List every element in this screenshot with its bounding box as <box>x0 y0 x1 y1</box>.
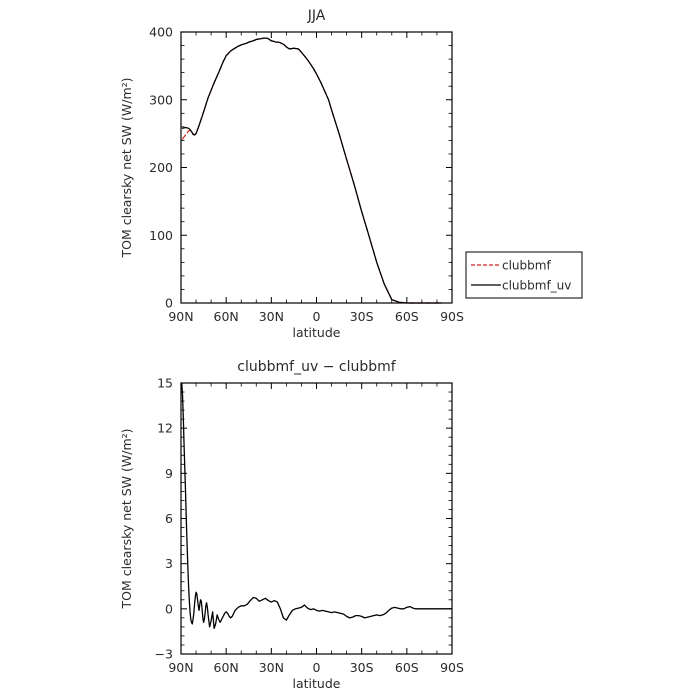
y-tick-label: 15 <box>157 376 173 391</box>
y-tick-label: 300 <box>149 92 173 107</box>
x-tick-label: 60N <box>214 660 239 675</box>
top-panel-jja: 90N 60N 30N 0 30S 60S 90S 0 100 200 300 400 JJA latit… <box>119 8 464 340</box>
x-tick-label: 60S <box>395 309 419 324</box>
y-axis-label: TOM clearsky net SW (W/m²) <box>119 77 134 258</box>
legend-label: clubbmf_uv <box>502 279 571 293</box>
x-tick-label: 90N <box>168 309 193 324</box>
x-tick-label: 60N <box>214 309 239 324</box>
y-tick-label: 0 <box>165 601 173 616</box>
x-tick-label: 90S <box>440 309 464 324</box>
y-tick-label: 9 <box>165 466 173 481</box>
x-tick-label: 0 <box>313 660 321 675</box>
legend-box <box>465 251 583 299</box>
x-tick-label: 60S <box>395 660 419 675</box>
legend-label: clubbmf <box>502 259 551 273</box>
series-line-clubbmf <box>181 37 443 304</box>
bottom-panel-difference: 90N 60N 30N 0 30S 60S 90S −3 0 3 6 9 12 15 clubbmf_uv … <box>119 359 464 691</box>
plot-frame <box>180 31 453 304</box>
x-tick-label: 0 <box>313 309 321 324</box>
x-tick-label: 90S <box>440 660 464 675</box>
x-axis-label: latitude <box>293 676 341 691</box>
y-tick-label: 0 <box>165 296 173 311</box>
x-tick-label: 30N <box>259 660 284 675</box>
chart-title: clubbmf_uv − clubbmf <box>237 359 396 375</box>
legend: clubbmf clubbmf_uv <box>465 251 583 299</box>
y-axis-label: TOM clearsky net SW (W/m²) <box>119 428 134 609</box>
x-tick-label: 30N <box>259 309 284 324</box>
y-tick-label: 6 <box>165 511 173 526</box>
y-tick-label: 200 <box>149 160 173 175</box>
y-tick-label: 100 <box>149 228 173 243</box>
x-axis-label: latitude <box>293 325 341 340</box>
x-tick-label: 90N <box>168 660 193 675</box>
y-tick-label: −3 <box>155 647 173 662</box>
y-tick-label: 3 <box>165 556 173 571</box>
y-tick-label: 12 <box>157 421 173 436</box>
plot-frame <box>180 382 453 655</box>
x-tick-label: 30S <box>350 309 374 324</box>
x-tick-label: 30S <box>350 660 374 675</box>
series-line-clubbmf_uv <box>181 37 443 304</box>
y-tick-label: 400 <box>149 25 173 40</box>
chart-title: JJA <box>307 8 326 24</box>
series-line-panel1-series0 <box>181 382 453 630</box>
